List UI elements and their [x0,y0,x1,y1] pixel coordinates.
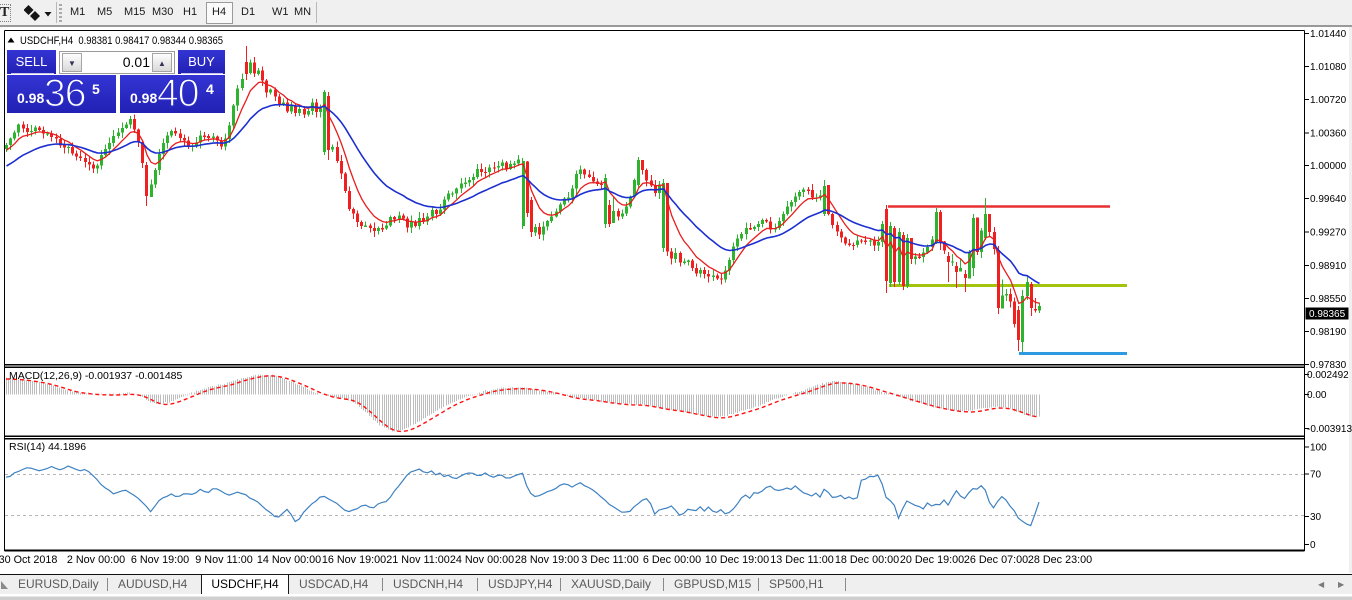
svg-text:21 Nov 11:00: 21 Nov 11:00 [386,554,449,566]
svg-text:14 Nov 00:00: 14 Nov 00:00 [257,554,321,566]
svg-text:26 Dec 07:00: 26 Dec 07:00 [964,554,1028,566]
svg-text:-0.003913: -0.003913 [1307,424,1352,435]
svg-text:0.99640: 0.99640 [1310,194,1347,205]
svg-text:0.97830: 0.97830 [1310,360,1347,371]
svg-text:16 Nov 19:00: 16 Nov 19:00 [322,554,386,566]
svg-text:1.00720: 1.00720 [1310,95,1347,106]
svg-text:28 Dec 23:00: 28 Dec 23:00 [1028,554,1092,566]
svg-text:0.00: 0.00 [1307,390,1327,401]
svg-text:1.01440: 1.01440 [1310,29,1347,40]
svg-text:1.00360: 1.00360 [1310,128,1347,139]
svg-text:3 Dec 11:00: 3 Dec 11:00 [581,554,638,566]
svg-text:1.00000: 1.00000 [1310,161,1347,172]
svg-text:6 Nov 19:00: 6 Nov 19:00 [131,554,189,566]
svg-text:100: 100 [1310,443,1327,454]
svg-text:30 Oct 2018: 30 Oct 2018 [0,554,57,566]
svg-text:MACD(12,26,9) -0.001937 -0.001: MACD(12,26,9) -0.001937 -0.001485 [9,370,183,382]
svg-text:6 Dec 00:00: 6 Dec 00:00 [643,554,701,566]
svg-text:28 Nov 19:00: 28 Nov 19:00 [515,554,579,566]
svg-text:0.98190: 0.98190 [1310,327,1347,338]
svg-text:9 Nov 11:00: 9 Nov 11:00 [195,554,252,566]
svg-text:24 Nov 00:00: 24 Nov 00:00 [450,554,514,566]
svg-text:10 Dec 19:00: 10 Dec 19:00 [705,554,769,566]
svg-text:18 Dec 00:00: 18 Dec 00:00 [835,554,899,566]
svg-text:0.98365: 0.98365 [1309,309,1346,320]
svg-text:RSI(14) 44.1896: RSI(14) 44.1896 [9,441,86,453]
svg-text:USDCHF,H4 0.98381 0.98417 0.9: USDCHF,H4 0.98381 0.98417 0.98344 0.9836… [20,35,223,47]
svg-text:0: 0 [1310,540,1316,551]
svg-text:0.98550: 0.98550 [1310,294,1347,305]
svg-text:70: 70 [1310,469,1322,480]
svg-text:30: 30 [1310,512,1322,523]
svg-text:1.01080: 1.01080 [1310,62,1347,73]
svg-text:0.98910: 0.98910 [1310,261,1347,272]
svg-text:20 Dec 19:00: 20 Dec 19:00 [900,554,964,566]
svg-text:13 Dec 11:00: 13 Dec 11:00 [770,554,833,566]
svg-text:0.002492: 0.002492 [1307,370,1349,381]
svg-text:2 Nov 00:00: 2 Nov 00:00 [67,554,125,566]
svg-text:0.99270: 0.99270 [1310,228,1347,239]
